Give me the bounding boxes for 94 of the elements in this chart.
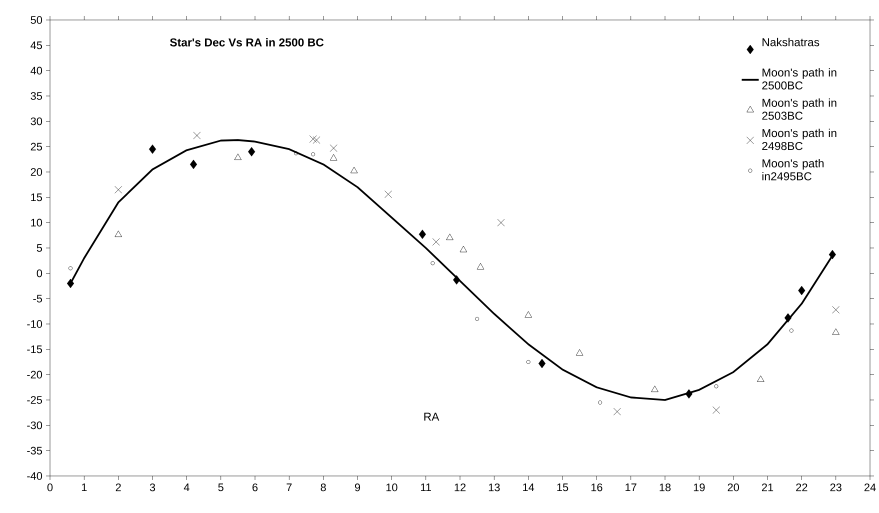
point bbox=[418, 230, 426, 239]
y-tick-label: -15 bbox=[27, 346, 42, 354]
point bbox=[311, 152, 316, 156]
y-tick-label: 5 bbox=[36, 244, 42, 252]
point bbox=[248, 147, 256, 156]
x-axis-title: RA bbox=[424, 412, 440, 421]
x-tick-label: 18 bbox=[660, 484, 671, 492]
x-tick-label: 20 bbox=[728, 484, 739, 492]
x-tick-label: 19 bbox=[694, 484, 705, 492]
x-tick-label: 0 bbox=[47, 484, 53, 492]
y-tick-label: -25 bbox=[27, 396, 42, 404]
point bbox=[114, 230, 122, 238]
point bbox=[68, 266, 72, 270]
y-tick-label: -30 bbox=[27, 421, 42, 430]
point bbox=[524, 311, 532, 318]
x-tick-label: 6 bbox=[252, 484, 258, 492]
point bbox=[453, 275, 460, 285]
legend-label: Moon's path in 2500BC bbox=[762, 68, 836, 90]
x-tick-label: 14 bbox=[523, 484, 534, 492]
point bbox=[446, 234, 454, 240]
legend-label: Moon's path in 2498BC bbox=[762, 128, 836, 150]
point bbox=[432, 238, 440, 246]
point bbox=[309, 135, 317, 143]
x-tick-label: 10 bbox=[386, 484, 398, 492]
y-tick-label: -10 bbox=[27, 320, 42, 328]
point bbox=[526, 360, 530, 364]
y-tick-label: -35 bbox=[27, 446, 42, 455]
point bbox=[757, 376, 764, 382]
point bbox=[828, 250, 836, 260]
y-tick-label: 10 bbox=[31, 218, 42, 227]
point bbox=[613, 408, 621, 416]
x-tick-label: 7 bbox=[286, 484, 292, 492]
point bbox=[538, 358, 546, 368]
point bbox=[651, 386, 658, 392]
x-tick-label: 23 bbox=[830, 484, 842, 492]
point bbox=[712, 406, 720, 414]
x-tick-label: 13 bbox=[488, 484, 500, 492]
x-tick-label: 9 bbox=[354, 484, 360, 492]
point bbox=[784, 313, 792, 323]
point bbox=[576, 349, 584, 356]
x-tick-label: 4 bbox=[184, 484, 190, 492]
y-tick-label: -40 bbox=[27, 472, 42, 480]
x-tick-label: 21 bbox=[762, 484, 774, 492]
y-tick-label: -5 bbox=[33, 294, 42, 302]
y-tick-label: 40 bbox=[30, 66, 42, 75]
point bbox=[193, 132, 201, 140]
point bbox=[430, 261, 435, 266]
point bbox=[350, 166, 358, 174]
x-tick-label: 15 bbox=[557, 484, 568, 492]
y-tick-label: 45 bbox=[30, 42, 42, 50]
point bbox=[475, 316, 480, 321]
point bbox=[312, 136, 320, 144]
point bbox=[476, 263, 484, 270]
point bbox=[66, 278, 74, 288]
y-tick-label: 35 bbox=[30, 92, 42, 100]
point bbox=[685, 389, 692, 399]
x-tick-label: 5 bbox=[218, 484, 224, 492]
x-tick-label: 17 bbox=[626, 484, 636, 492]
x-tick-label: 8 bbox=[320, 484, 326, 492]
x-tick-label: 2 bbox=[116, 484, 121, 492]
y-tick-label: 25 bbox=[30, 142, 42, 151]
point bbox=[798, 286, 806, 296]
legend-label: Nakshatras bbox=[762, 38, 820, 46]
point bbox=[598, 400, 602, 405]
x-tick-label: 1 bbox=[82, 484, 87, 492]
point bbox=[114, 186, 122, 194]
x-tick-label: 24 bbox=[864, 484, 876, 492]
y-tick-label: 30 bbox=[30, 117, 42, 126]
point bbox=[294, 151, 298, 156]
point bbox=[384, 190, 392, 198]
x-tick-label: 22 bbox=[796, 484, 808, 492]
x-tick-label: 16 bbox=[591, 484, 602, 492]
point bbox=[148, 144, 156, 154]
y-tick-label: 15 bbox=[31, 194, 42, 202]
y-tick-label: 0 bbox=[36, 269, 42, 278]
text: Star's Dec Vs RA in 2500 BC bbox=[170, 38, 324, 46]
point bbox=[789, 328, 794, 333]
point bbox=[832, 306, 840, 314]
x-tick-label: 11 bbox=[420, 484, 431, 492]
legend-label: Moon's path in2495BC bbox=[762, 159, 824, 180]
point bbox=[714, 384, 718, 388]
x-tick-label: 3 bbox=[150, 484, 156, 492]
point bbox=[497, 218, 505, 226]
point bbox=[330, 154, 338, 160]
x-tick-label: 12 bbox=[454, 484, 466, 492]
point bbox=[234, 154, 242, 160]
legend-label: Moon's path in 2503BC bbox=[762, 98, 836, 120]
point bbox=[190, 160, 198, 170]
point bbox=[460, 246, 468, 252]
y-tick-label: 20 bbox=[30, 168, 42, 176]
y-tick-label: -20 bbox=[27, 370, 42, 379]
y-tick-label: 50 bbox=[30, 16, 42, 24]
point bbox=[330, 144, 338, 152]
point bbox=[832, 328, 840, 335]
